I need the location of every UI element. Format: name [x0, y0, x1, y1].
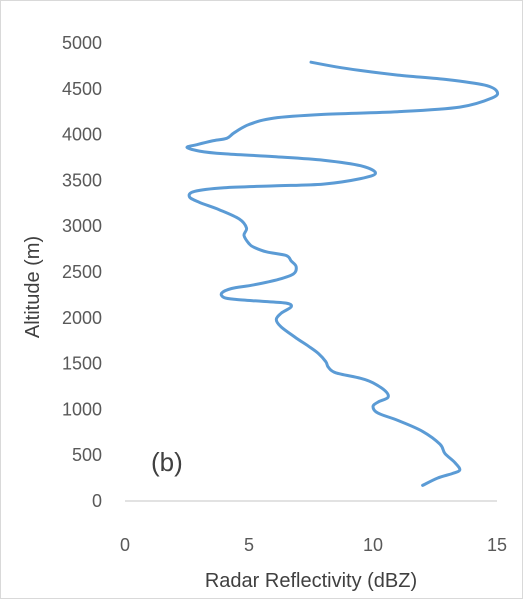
- y-tick-label: 5000: [62, 33, 102, 53]
- y-tick-label: 0: [92, 491, 102, 511]
- x-axis-title: Radar Reflectivity (dBZ): [205, 570, 417, 592]
- y-axis-title: Altitude (m): [22, 236, 44, 338]
- panel-label: (b): [151, 447, 183, 477]
- y-tick-label: 2000: [62, 308, 102, 328]
- y-tick-label: 2500: [62, 262, 102, 282]
- y-tick-labels: 0 500 1000 1500 2000 2500 3000 3500 4000 4500 5000: [62, 33, 102, 511]
- x-tick-labels: 0 5 10 15: [120, 535, 507, 555]
- x-tick-label: 5: [244, 535, 254, 555]
- y-tick-label: 1000: [62, 399, 102, 419]
- series-line: [185, 60, 500, 487]
- y-tick-label: 4500: [62, 79, 102, 99]
- x-tick-label: 0: [120, 535, 130, 555]
- y-tick-label: 3000: [62, 216, 102, 236]
- y-tick-label: 3500: [62, 170, 102, 190]
- x-tick-label: 10: [363, 535, 383, 555]
- y-tick-label: 1500: [62, 354, 102, 374]
- y-tick-label: 500: [72, 445, 102, 465]
- y-tick-label: 4000: [62, 125, 102, 145]
- x-tick-label: 15: [487, 535, 507, 555]
